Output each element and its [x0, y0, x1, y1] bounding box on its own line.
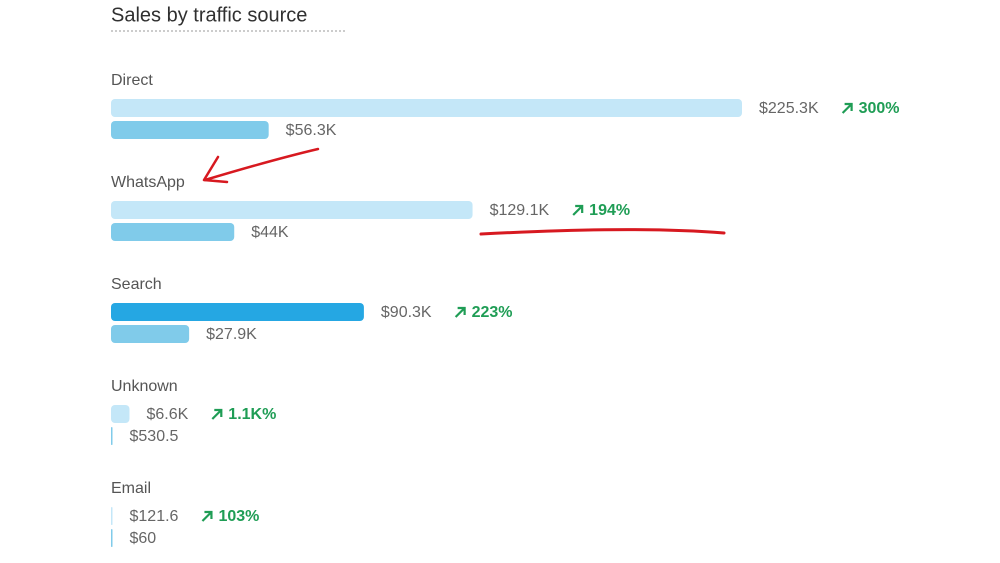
bar [111, 121, 269, 139]
value-label: $44K [251, 224, 289, 241]
bar [111, 427, 113, 445]
value-label: $530.5 [130, 428, 179, 445]
category-label: WhatsApp [111, 174, 185, 191]
bar [111, 201, 473, 219]
bar [111, 325, 190, 343]
value-label: $129.1K [490, 202, 550, 219]
value-label: $225.3K [759, 100, 819, 117]
annotation-underline [479, 228, 726, 236]
bar [111, 303, 364, 321]
change-label: 1.1K% [228, 406, 276, 423]
value-label: $56.3K [286, 122, 337, 139]
bar [111, 99, 742, 117]
change-arrow [454, 306, 466, 318]
value-label: $60 [130, 530, 157, 547]
change-label: 103% [218, 508, 259, 525]
chart-title: Sales by traffic source [111, 4, 307, 26]
annotation-arrow [203, 147, 320, 182]
value-label: $6.6K [146, 406, 188, 423]
bar [111, 223, 235, 241]
value-label: $121.6 [130, 508, 179, 525]
change-arrow [841, 102, 853, 114]
annotation-arrowhead [202, 155, 229, 184]
bar [111, 405, 130, 423]
change-label: 223% [472, 304, 513, 321]
category-label: Unknown [111, 378, 178, 395]
value-label: $90.3K [381, 304, 432, 321]
change-label: 300% [859, 100, 900, 117]
value-label: $27.9K [206, 326, 257, 343]
change-label: 194% [589, 202, 630, 219]
change-arrow [572, 204, 584, 216]
change-arrow [201, 510, 213, 522]
change-arrow [211, 408, 223, 420]
bar [111, 529, 113, 547]
bar [111, 507, 113, 525]
category-label: Direct [111, 72, 153, 89]
category-label: Email [111, 480, 151, 497]
category-label: Search [111, 276, 162, 293]
